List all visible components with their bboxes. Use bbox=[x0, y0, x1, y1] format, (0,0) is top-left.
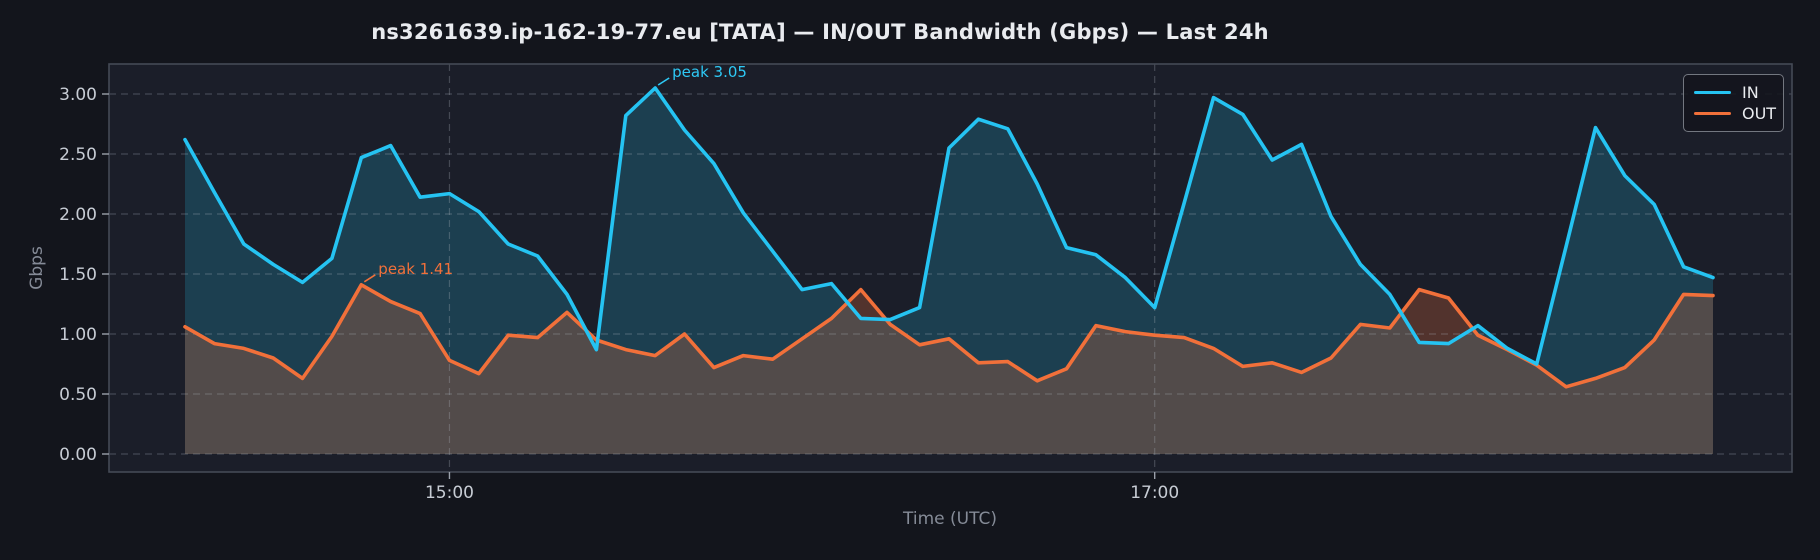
y-tick-label: 2.50 bbox=[59, 145, 97, 165]
y-axis-label: Gbps bbox=[27, 246, 47, 290]
in-area-fill bbox=[185, 88, 1713, 454]
axes-spines bbox=[108, 63, 1793, 473]
y-tick-label: 1.00 bbox=[59, 325, 97, 345]
y-tick-label: 3.00 bbox=[59, 85, 97, 105]
out-line bbox=[183, 282, 1715, 389]
out-series-swatch bbox=[1694, 111, 1731, 116]
y-tick-label: 0.50 bbox=[59, 385, 97, 405]
in-series-swatch bbox=[1694, 90, 1731, 95]
y-tick-label: 0.00 bbox=[59, 445, 97, 465]
in-line bbox=[183, 86, 1715, 366]
annotation-connector bbox=[657, 77, 670, 86]
legend-label-in: IN bbox=[1742, 82, 1759, 102]
annotation-connector bbox=[363, 274, 376, 283]
y-tick-label: 1.50 bbox=[59, 265, 97, 285]
x-axis-label: Time (UTC) bbox=[903, 509, 997, 529]
annotation-text: peak 1.41 bbox=[378, 260, 453, 278]
x-tick-label: 15:00 bbox=[425, 483, 474, 503]
legend-item-in: IN bbox=[1694, 82, 1773, 102]
out-area-fill bbox=[185, 284, 1713, 454]
legend-label-out: OUT bbox=[1742, 103, 1777, 123]
chart-title: ns3261639.ip-162-19-77.eu [TATA] — IN/OU… bbox=[371, 20, 1269, 44]
y-tick-label: 2.00 bbox=[59, 205, 97, 225]
legend-item-out: OUT bbox=[1694, 103, 1777, 123]
x-tick-label: 17:00 bbox=[1130, 483, 1179, 503]
plot-area bbox=[109, 64, 1792, 472]
legend: IN OUT bbox=[1683, 74, 1784, 132]
annotation-text: peak 3.05 bbox=[672, 63, 747, 81]
